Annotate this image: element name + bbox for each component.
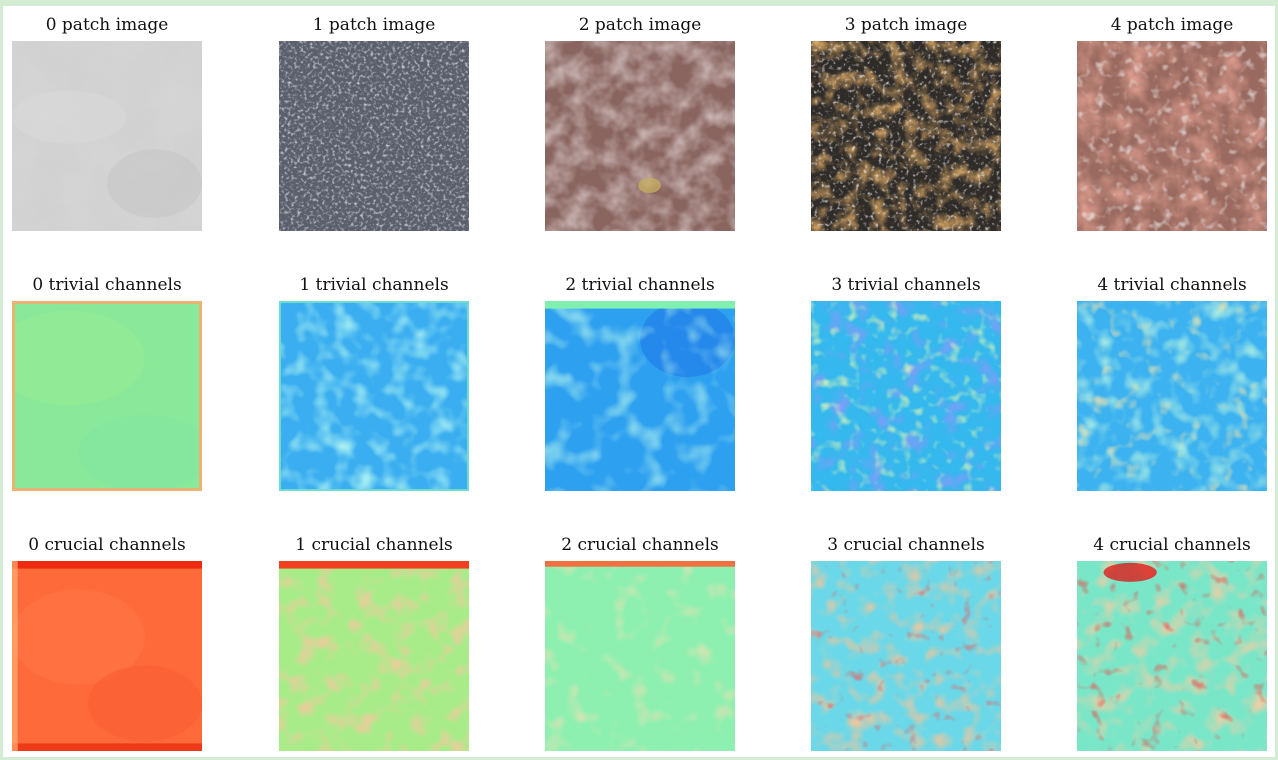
figure-canvas: 0 patch image 1 patch image: [3, 6, 1275, 757]
panel-title: 3 crucial channels: [827, 535, 985, 555]
panel-title: 0 trivial channels: [32, 275, 182, 295]
panel-title: 0 crucial channels: [28, 535, 186, 555]
panel-title: 3 trivial channels: [831, 275, 981, 295]
panel-title: 4 trivial channels: [1097, 275, 1247, 295]
crucial-heatmap-0: [12, 561, 202, 751]
trivial-heatmap-3: [811, 301, 1001, 491]
panel-title: 1 trivial channels: [299, 275, 449, 295]
patch-image-0: [12, 41, 202, 231]
patch-image-2: [545, 41, 735, 231]
trivial-heatmap-0: [12, 301, 202, 491]
panel-title: 4 crucial channels: [1093, 535, 1251, 555]
crucial-heatmap-4: [1077, 561, 1267, 751]
patch-image-3: [811, 41, 1001, 231]
patch-image-1: [279, 41, 469, 231]
panel-title: 2 patch image: [578, 15, 702, 35]
trivial-heatmap-2: [545, 301, 735, 491]
crucial-heatmap-1: [279, 561, 469, 751]
patch-image-4: [1077, 41, 1267, 231]
crucial-heatmap-3: [811, 561, 1001, 751]
panel-title: 0 patch image: [45, 15, 169, 35]
panel-title: 1 crucial channels: [295, 535, 453, 555]
panel-title: 2 trivial channels: [565, 275, 715, 295]
crucial-heatmap-2: [545, 561, 735, 751]
trivial-heatmap-4: [1077, 301, 1267, 491]
panel-title: 3 patch image: [844, 15, 968, 35]
panel-title: 4 patch image: [1110, 15, 1234, 35]
trivial-heatmap-1: [279, 301, 469, 491]
panel-title: 1 patch image: [312, 15, 436, 35]
panel-title: 2 crucial channels: [561, 535, 719, 555]
